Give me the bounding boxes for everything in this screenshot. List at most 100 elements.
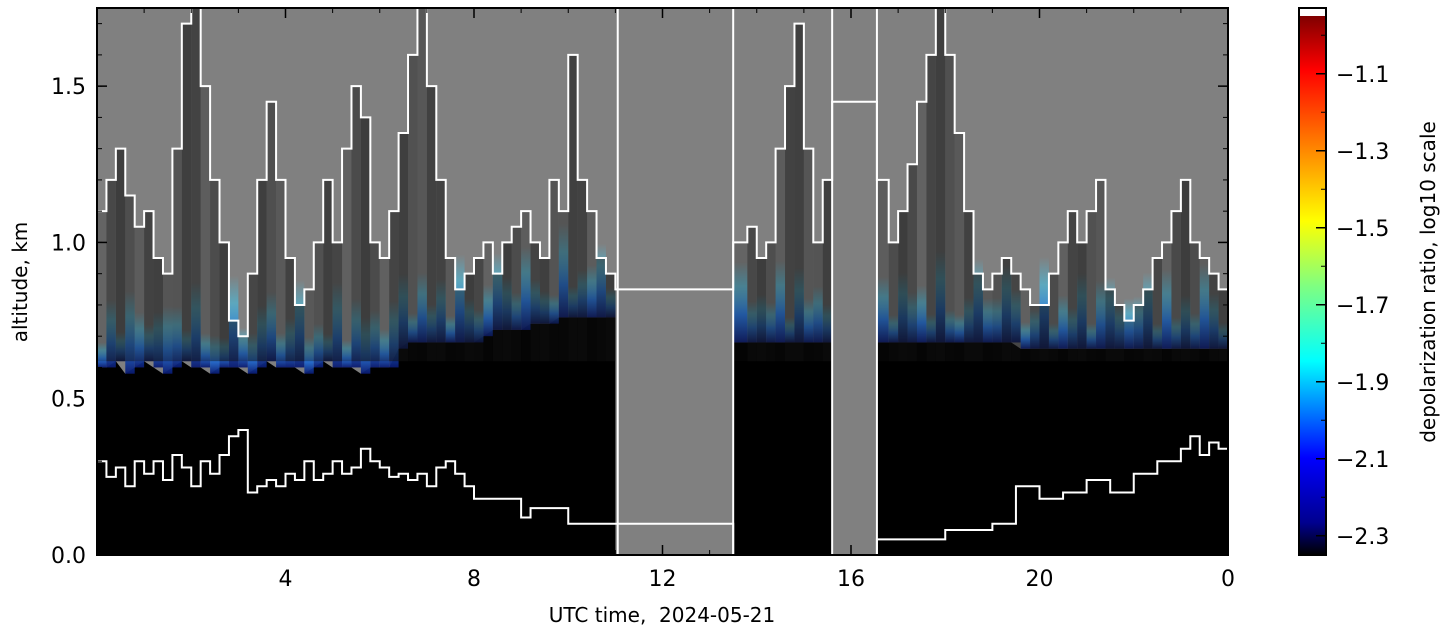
depolarization-fringe: [1086, 323, 1097, 349]
aerosol-haze: [408, 54, 418, 362]
depolarization-fringe: [587, 264, 597, 318]
aerosol-haze: [530, 242, 540, 362]
aerosol-haze: [992, 273, 1002, 362]
aerosol-haze: [238, 336, 248, 362]
aerosol-haze: [389, 211, 399, 362]
aerosol-haze: [577, 179, 588, 362]
aerosol-haze: [756, 258, 767, 362]
colorbar-frame: [1298, 7, 1327, 556]
depolarization-fringe: [549, 294, 559, 324]
depolarization-fringe: [1162, 269, 1172, 349]
depolarization-fringe: [982, 297, 993, 343]
aerosol-haze: [210, 179, 220, 362]
depolarization-fringe: [445, 316, 456, 343]
depolarization-fringe: [766, 302, 776, 343]
x-tick-label: 4: [279, 567, 293, 592]
depolarization-fringe: [342, 340, 352, 368]
aerosol-haze: [294, 304, 305, 362]
aerosol-haze: [398, 133, 409, 362]
depolarization-fringe: [1096, 280, 1106, 349]
aerosol-haze: [1086, 211, 1097, 362]
aerosol-haze: [954, 133, 965, 362]
depolarization-fringe: [1058, 295, 1068, 349]
aerosol-haze: [1133, 304, 1144, 362]
boundary-layer-region: [876, 342, 1228, 555]
depolarization-fringe: [1124, 298, 1134, 349]
aerosol-haze: [1039, 304, 1049, 362]
aerosol-haze: [304, 289, 314, 362]
aerosol-haze: [1152, 258, 1163, 362]
aerosol-haze: [1001, 258, 1012, 362]
aerosol-haze: [1077, 242, 1087, 362]
colorbar-tick-label: −1.3: [1336, 140, 1389, 165]
aerosol-haze: [794, 23, 804, 362]
aerosol-haze: [822, 179, 833, 362]
aerosol-haze: [945, 54, 955, 362]
aerosol-haze: [1048, 273, 1059, 362]
colorbar-ticks: −1.1 −1.3 −1.5 −1.7 −1.9 −2.1 −2.3: [1316, 34, 1389, 550]
aerosol-haze: [587, 211, 597, 362]
aerosol-haze: [125, 195, 135, 362]
aerosol-haze: [144, 211, 154, 362]
plot-area: [96, 7, 1229, 556]
aerosol-haze: [370, 242, 380, 362]
boundary-layer-region: [733, 342, 833, 555]
aerosol-haze: [813, 242, 823, 362]
surface-layer-contour-line: [97, 428, 1228, 555]
aerosol-haze: [1143, 289, 1153, 362]
depolarization-fringe: [370, 310, 380, 368]
aerosol-haze: [973, 273, 983, 362]
aerosol-haze: [982, 289, 993, 362]
aerosol-haze: [247, 273, 258, 362]
aerosol-haze: [803, 148, 814, 362]
y-axis-label: altitude, km: [8, 222, 32, 343]
depolarization-fringe: [596, 243, 606, 318]
depolarization-fringe: [803, 298, 814, 343]
x-tick-label: 8: [467, 567, 481, 592]
aerosol-haze: [351, 86, 361, 362]
depolarization-fringe: [379, 328, 390, 368]
aerosol-haze: [964, 211, 974, 362]
x-axis-label: UTC time, 2024-05-21: [549, 603, 776, 627]
colorbar: −1.1 −1.3 −1.5 −1.7 −1.9 −2.1 −2.3 depolarizat…: [1298, 7, 1440, 556]
depolarization-fringe: [408, 313, 418, 343]
aerosol-haze: [483, 242, 493, 362]
aerosol-haze: [1105, 289, 1115, 362]
aerosol-haze: [747, 226, 757, 362]
depolarization-fringe: [1039, 257, 1049, 349]
aerosol-haze: [257, 179, 267, 362]
colorbar-overflow-cap: [1299, 8, 1326, 16]
aerosol-haze: [502, 242, 512, 362]
aerosol-haze: [323, 179, 333, 362]
aerosol-haze: [219, 242, 229, 362]
depolarization-fringe: [276, 332, 286, 368]
aerosol-haze: [1162, 242, 1172, 362]
depolarization-fringe: [134, 311, 145, 368]
aerosol-haze: [455, 289, 465, 362]
aerosol-haze: [134, 226, 145, 362]
aerosol-haze: [417, 8, 427, 362]
depolarization-fringe: [351, 298, 361, 368]
aerosol-haze: [106, 179, 116, 362]
aerosol-haze: [360, 117, 371, 362]
depolarization-fringe: [1199, 264, 1210, 349]
depolarization-fringe: [125, 291, 135, 374]
aerosol-haze: [200, 86, 211, 362]
aerosol-haze: [426, 86, 437, 362]
aerosol-haze: [332, 242, 343, 362]
x-tick-label: 0: [1221, 567, 1235, 592]
depolarization-fringe: [1190, 313, 1200, 349]
aerosol-haze: [1058, 242, 1068, 362]
aerosol-haze: [1114, 304, 1125, 362]
depolarization-fringe: [992, 297, 1002, 343]
x-tick-label: 16: [837, 567, 865, 592]
aerosol-haze: [766, 242, 776, 362]
depolarization-fringe: [1030, 309, 1040, 349]
aerosol-haze: [605, 273, 616, 362]
aerosol-haze: [876, 179, 889, 362]
aerosol-haze: [266, 101, 277, 362]
depolarization-fringe: [733, 261, 748, 343]
depolarization-fringe: [1048, 323, 1059, 349]
colorbar-tick-label: −2.3: [1336, 525, 1389, 550]
contour-layer: [97, 8, 1228, 555]
